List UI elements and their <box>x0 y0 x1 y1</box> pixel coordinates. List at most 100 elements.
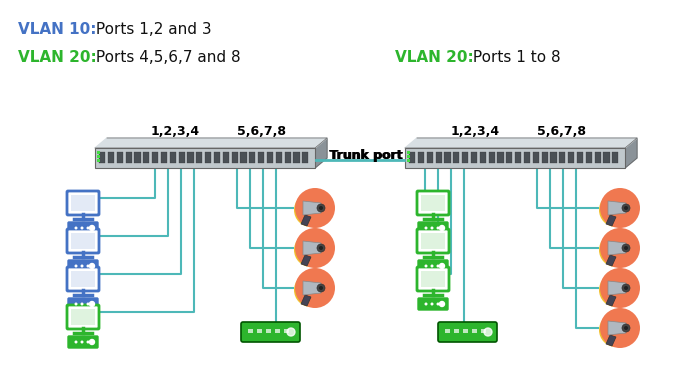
Bar <box>71 195 95 211</box>
Bar <box>421 233 445 249</box>
Bar <box>258 152 264 163</box>
FancyBboxPatch shape <box>417 267 449 291</box>
Bar <box>188 152 193 163</box>
Bar <box>497 152 503 163</box>
Circle shape <box>295 228 335 268</box>
FancyBboxPatch shape <box>67 267 99 291</box>
Circle shape <box>90 263 95 269</box>
Bar <box>480 152 486 163</box>
Circle shape <box>424 226 428 230</box>
Bar <box>117 152 123 163</box>
Bar <box>71 233 95 249</box>
Bar <box>169 152 176 163</box>
Polygon shape <box>606 255 616 266</box>
Bar <box>463 329 468 333</box>
Circle shape <box>437 264 440 268</box>
Circle shape <box>622 324 630 332</box>
Circle shape <box>80 302 83 306</box>
Bar <box>407 159 410 162</box>
Text: Trunk port: Trunk port <box>329 149 402 162</box>
Bar <box>577 152 583 163</box>
Bar <box>405 148 625 168</box>
Bar <box>533 152 539 163</box>
Bar <box>409 152 415 163</box>
Circle shape <box>74 226 78 230</box>
Circle shape <box>424 264 428 268</box>
Bar <box>257 329 262 333</box>
Bar <box>471 152 477 163</box>
Bar <box>302 152 309 163</box>
Circle shape <box>87 302 90 306</box>
Circle shape <box>80 264 83 268</box>
Circle shape <box>624 286 628 290</box>
Polygon shape <box>625 138 637 168</box>
Circle shape <box>319 286 323 290</box>
Circle shape <box>600 228 640 268</box>
FancyBboxPatch shape <box>418 298 448 310</box>
Circle shape <box>622 284 630 292</box>
Circle shape <box>74 264 78 268</box>
FancyBboxPatch shape <box>68 336 98 348</box>
Bar <box>97 159 100 162</box>
Circle shape <box>287 328 295 336</box>
Bar <box>542 152 547 163</box>
Circle shape <box>600 268 640 308</box>
Text: VLAN 10:: VLAN 10: <box>18 22 97 37</box>
Bar <box>418 152 424 163</box>
Polygon shape <box>315 138 327 168</box>
Circle shape <box>319 206 323 210</box>
Polygon shape <box>303 241 321 255</box>
Circle shape <box>294 193 328 227</box>
Text: VLAN 20:: VLAN 20: <box>18 50 97 65</box>
Polygon shape <box>95 138 327 148</box>
Bar <box>275 329 280 333</box>
FancyBboxPatch shape <box>418 222 448 234</box>
FancyBboxPatch shape <box>67 191 99 215</box>
Text: Ports 1 to 8: Ports 1 to 8 <box>468 50 561 65</box>
Circle shape <box>294 233 328 267</box>
Text: 1,2,3,4: 1,2,3,4 <box>150 125 200 138</box>
Bar <box>267 152 273 163</box>
Text: 5,6,7,8: 5,6,7,8 <box>538 125 587 138</box>
Polygon shape <box>606 295 616 306</box>
FancyBboxPatch shape <box>241 322 300 342</box>
Bar <box>266 329 271 333</box>
Bar <box>240 152 246 163</box>
Polygon shape <box>608 321 626 335</box>
Polygon shape <box>606 335 616 346</box>
Text: VLAN 20:: VLAN 20: <box>395 50 474 65</box>
FancyBboxPatch shape <box>417 191 449 215</box>
Bar <box>421 271 445 287</box>
FancyBboxPatch shape <box>67 229 99 253</box>
Bar <box>284 329 289 333</box>
Circle shape <box>430 302 433 306</box>
Bar <box>144 152 149 163</box>
Bar <box>435 152 442 163</box>
Bar <box>125 152 132 163</box>
FancyBboxPatch shape <box>418 260 448 272</box>
Circle shape <box>74 340 78 344</box>
Bar <box>108 152 114 163</box>
Circle shape <box>437 302 440 306</box>
Text: Ports 4,5,6,7 and 8: Ports 4,5,6,7 and 8 <box>91 50 241 65</box>
Polygon shape <box>608 201 626 215</box>
Bar <box>99 152 105 163</box>
Bar <box>196 152 202 163</box>
Bar <box>205 152 211 163</box>
Bar <box>612 152 618 163</box>
Bar <box>454 329 459 333</box>
Bar <box>97 151 100 154</box>
FancyBboxPatch shape <box>417 229 449 253</box>
Circle shape <box>437 226 440 230</box>
Circle shape <box>599 273 633 307</box>
Circle shape <box>599 233 633 267</box>
Circle shape <box>90 301 95 307</box>
Circle shape <box>87 226 90 230</box>
Text: Ports 1,2 and 3: Ports 1,2 and 3 <box>91 22 211 37</box>
Circle shape <box>440 225 444 231</box>
Bar <box>481 329 486 333</box>
Circle shape <box>319 246 323 250</box>
Circle shape <box>624 206 628 210</box>
FancyBboxPatch shape <box>68 222 98 234</box>
Bar <box>444 152 451 163</box>
